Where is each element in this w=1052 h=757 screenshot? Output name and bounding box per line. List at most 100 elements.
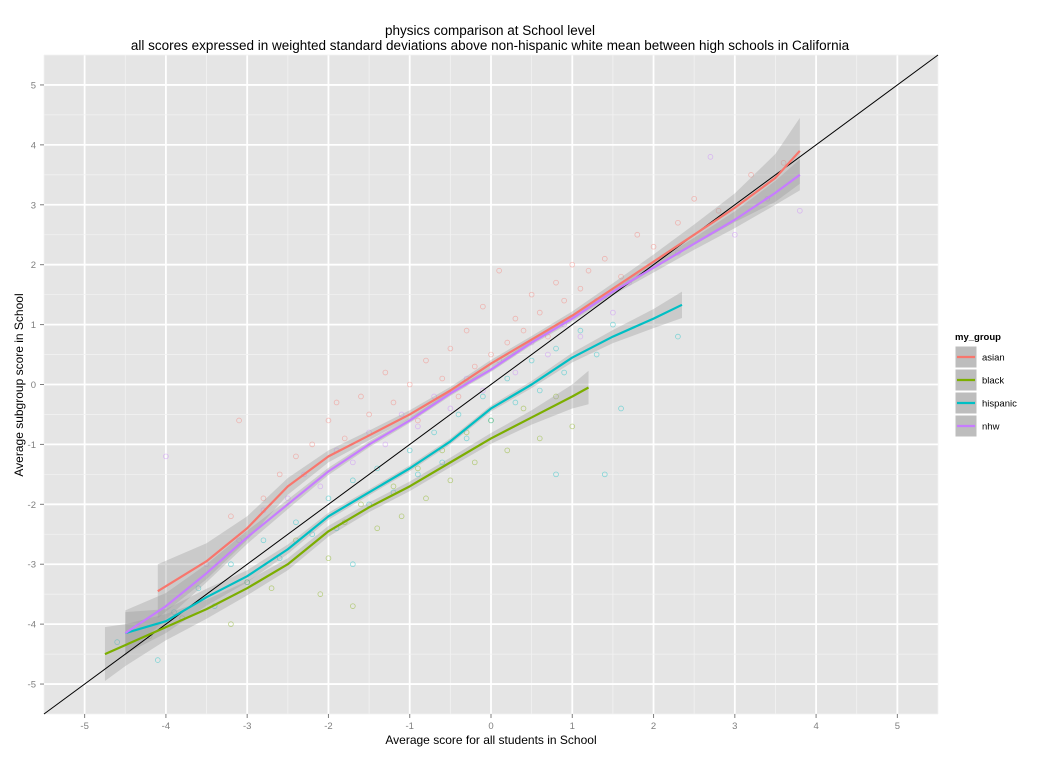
- data-point-asian: [463, 327, 470, 334]
- y-tick-label: -5: [28, 680, 36, 691]
- y-tick-label: -1: [28, 440, 36, 451]
- data-point-hispanic: [488, 417, 494, 424]
- data-point-black: [536, 435, 543, 442]
- data-point-black: [471, 459, 478, 466]
- data-point-asian: [455, 393, 462, 400]
- data-point-asian: [577, 285, 584, 292]
- data-point-nhw: [163, 453, 169, 460]
- data-point-asian: [276, 471, 283, 478]
- data-point-asian: [488, 351, 494, 358]
- data-point-black: [358, 501, 364, 508]
- data-point-asian: [236, 417, 242, 424]
- data-point-black: [268, 585, 275, 591]
- data-point-asian: [504, 339, 511, 346]
- data-point-asian: [780, 160, 787, 166]
- data-point-nhw: [301, 471, 307, 478]
- data-point-asian: [675, 219, 681, 226]
- data-point-hispanic: [504, 375, 511, 382]
- data-point-black: [504, 447, 511, 454]
- y-tick-label: 0: [31, 380, 36, 391]
- chart-subtitle: all scores expressed in weighted standar…: [131, 38, 850, 53]
- data-point-nhw: [707, 154, 714, 160]
- data-point-asian: [715, 207, 722, 214]
- data-point-asian: [382, 369, 389, 376]
- data-point-asian: [601, 255, 608, 262]
- data-point-asian: [585, 267, 592, 274]
- data-point-asian: [520, 327, 527, 334]
- smooth-line-black: [104, 386, 590, 656]
- data-point-hispanic: [512, 399, 519, 406]
- data-point-nhw: [285, 495, 291, 502]
- data-point-asian: [293, 453, 299, 460]
- data-point-asian: [406, 381, 413, 388]
- data-point-asian: [423, 357, 429, 364]
- data-point-hispanic: [325, 495, 332, 502]
- data-point-black: [317, 591, 324, 597]
- x-tick-label: 4: [813, 721, 818, 732]
- data-point-nhw: [610, 309, 616, 316]
- legend-title: my_group: [955, 332, 1001, 343]
- data-point-asian: [447, 345, 454, 352]
- data-point-black: [374, 525, 381, 532]
- data-point-black: [553, 393, 559, 400]
- data-point-hispanic: [536, 387, 543, 394]
- x-tick-label: 3: [732, 721, 737, 732]
- y-tick-label: 1: [31, 320, 36, 331]
- y-tick-label: 2: [31, 260, 36, 271]
- data-point-hispanic: [439, 459, 446, 466]
- data-point-asian: [260, 495, 267, 502]
- data-point-black: [423, 495, 429, 502]
- data-point-black: [228, 621, 234, 627]
- data-point-hispanic: [675, 333, 681, 340]
- data-point-hispanic: [374, 465, 381, 472]
- data-point-hispanic: [154, 657, 161, 663]
- legend: my_group asian black hispanic nhw: [954, 332, 1017, 438]
- data-point-asian: [691, 195, 697, 202]
- data-point-asian: [228, 513, 234, 520]
- data-point-asian: [333, 399, 340, 406]
- data-point-black: [520, 405, 527, 412]
- smooth-line-asian: [157, 150, 801, 593]
- data-point-black: [398, 513, 405, 520]
- data-point-black: [350, 603, 356, 609]
- data-point-asian: [366, 411, 372, 418]
- legend-label-black: black: [982, 376, 1004, 387]
- y-tick-label: -4: [28, 620, 36, 631]
- legend-label-asian: asian: [982, 353, 1005, 364]
- data-point-nhw: [236, 537, 242, 544]
- data-point-hispanic: [577, 327, 584, 334]
- data-point-asian: [528, 291, 535, 298]
- data-point-asian: [471, 363, 478, 370]
- confidence-band-black: [104, 370, 589, 682]
- data-point-asian: [358, 393, 364, 400]
- confidence-band-nhw: [125, 159, 800, 656]
- data-point-black: [244, 579, 250, 585]
- data-point-hispanic: [601, 471, 608, 478]
- data-point-hispanic: [593, 351, 600, 358]
- plot-panel: -5 -4 -3 -2 -1 0 1 2 3 4 5 -5 -4 -3 -2 -1 0 1 2 3 4 5: [28, 54, 939, 732]
- data-point-hispanic: [293, 519, 299, 526]
- smooth-line-nhw: [124, 173, 801, 635]
- data-point-black: [569, 423, 576, 430]
- data-point-hispanic: [553, 345, 559, 352]
- data-point-black: [390, 483, 397, 490]
- x-tick-label: 1: [570, 721, 575, 732]
- legend-label-nhw: nhw: [982, 422, 1000, 433]
- data-point-asian: [618, 273, 624, 280]
- data-point-hispanic: [350, 561, 356, 568]
- data-point-nhw: [480, 387, 486, 394]
- chart-title: physics comparison at School level: [385, 23, 595, 38]
- data-point-asian: [496, 267, 502, 274]
- x-tick-label: -2: [324, 721, 332, 732]
- data-point-nhw: [447, 405, 454, 412]
- data-point-hispanic: [415, 471, 421, 478]
- data-point-nhw: [512, 369, 519, 376]
- data-point-asian: [415, 417, 421, 424]
- y-tick-label: 5: [31, 80, 36, 91]
- data-point-asian: [325, 417, 332, 424]
- data-point-asian: [553, 279, 559, 286]
- data-point-asian: [569, 261, 576, 268]
- data-point-hispanic: [553, 471, 559, 478]
- data-point-asian: [480, 303, 486, 310]
